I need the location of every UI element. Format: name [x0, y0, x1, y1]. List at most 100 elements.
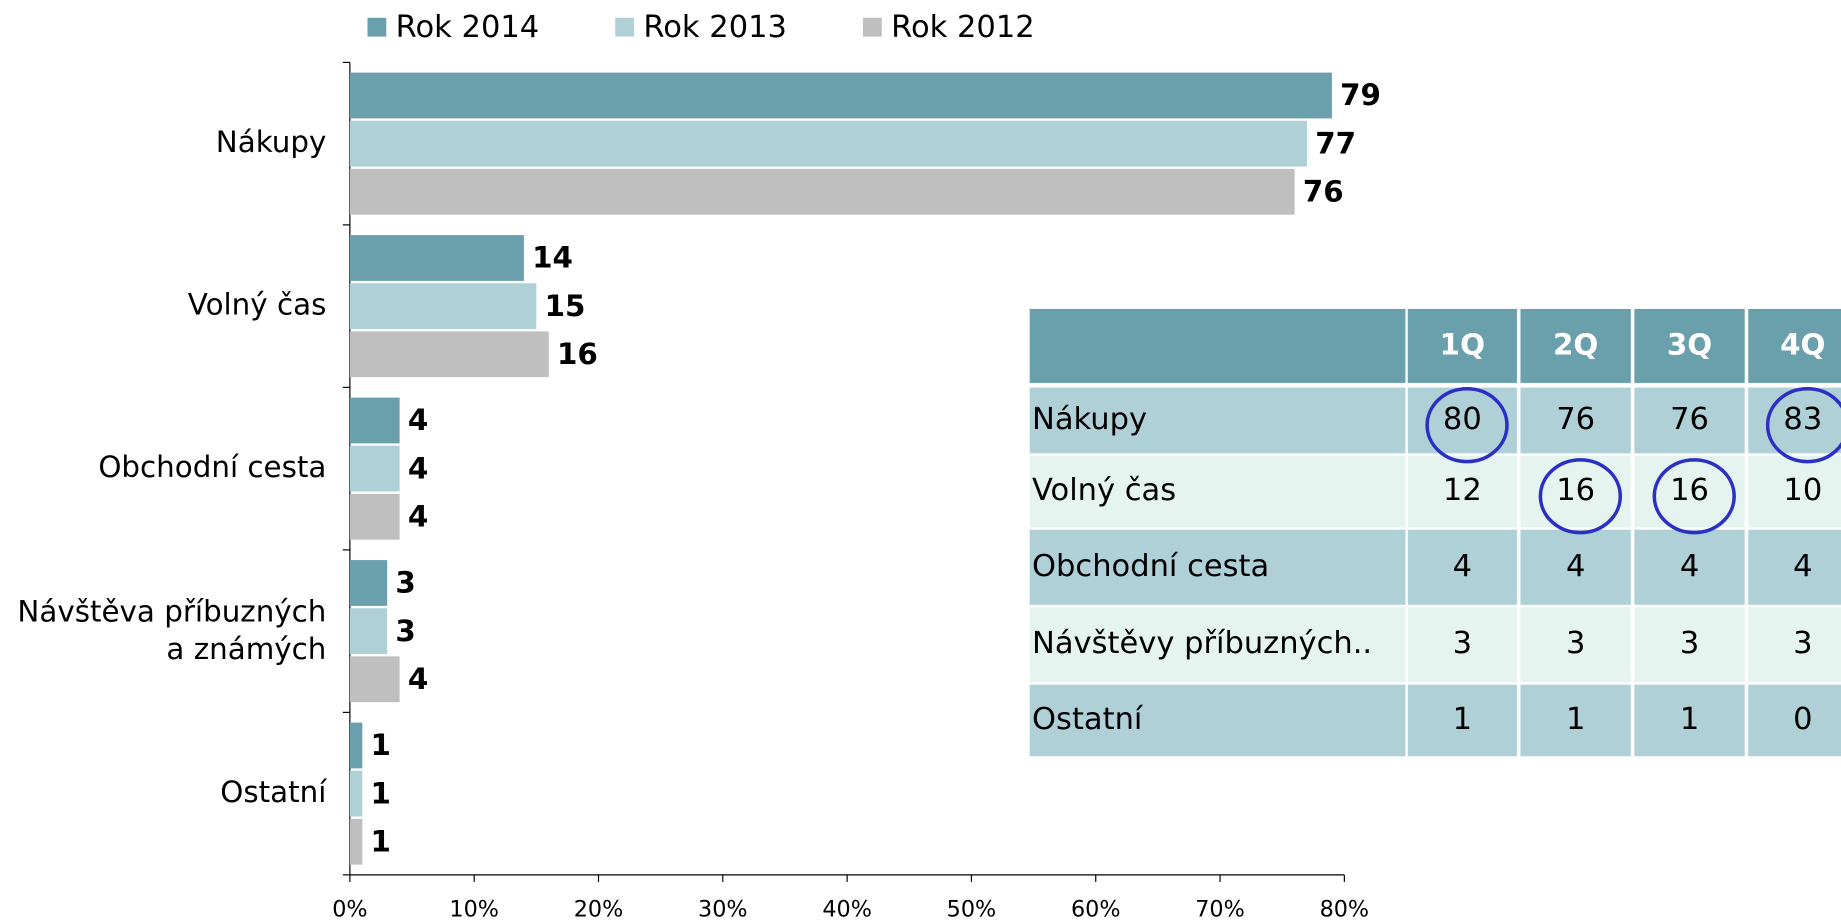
- table-text: Nákupy: [1032, 402, 1147, 437]
- table-cell: [1029, 684, 1406, 757]
- table-text: 76: [1556, 402, 1595, 437]
- bar: [349, 72, 1332, 119]
- x-tick-label: 0%: [332, 897, 367, 922]
- value-label: 16: [557, 337, 598, 371]
- table-header: 4Q: [1780, 327, 1825, 361]
- bar: [349, 818, 363, 865]
- value-label: 4: [408, 451, 428, 485]
- table-text: Obchodní cesta: [1032, 549, 1269, 584]
- category-label: Ostatní: [220, 775, 327, 809]
- bar: [349, 722, 363, 769]
- table-cell: [1748, 387, 1841, 454]
- table-header-cell: [1748, 308, 1841, 383]
- legend-swatch: [862, 17, 882, 37]
- x-tick-label: 70%: [1195, 897, 1245, 922]
- x-tick-label: 10%: [449, 897, 499, 922]
- table-header: 2Q: [1553, 327, 1598, 361]
- category-label: Obchodní cesta: [98, 450, 326, 484]
- value-label: 77: [1315, 126, 1356, 160]
- value-label: 3: [395, 566, 415, 600]
- bar: [349, 560, 388, 606]
- highlight-circle: [1425, 387, 1509, 464]
- bar: [349, 168, 1295, 215]
- table-header-cell: [1407, 308, 1517, 383]
- table-cell: [1520, 529, 1631, 605]
- bar: [349, 331, 549, 378]
- bar: [349, 656, 400, 703]
- table-text: 3: [1453, 626, 1472, 661]
- table-text: 4: [1566, 549, 1585, 584]
- value-label: 1: [371, 776, 391, 810]
- value-label: 4: [408, 403, 428, 437]
- table-text: 0: [1793, 702, 1812, 737]
- category-label: Návštěva příbuzných a známých: [17, 594, 326, 666]
- table-header-cell: [1029, 308, 1406, 383]
- table-text: 16: [1670, 473, 1709, 508]
- bar: [349, 235, 524, 281]
- table-text: 10: [1783, 473, 1822, 508]
- table-text: 1: [1453, 702, 1472, 737]
- value-label: 76: [1303, 174, 1344, 208]
- value-label: 15: [545, 289, 586, 323]
- table-cell: [1748, 607, 1841, 683]
- x-tick-label: 20%: [574, 897, 624, 922]
- table-cell: [1407, 455, 1517, 528]
- table-cell: [1029, 455, 1406, 528]
- x-tick-label: 30%: [698, 897, 748, 922]
- bar: [349, 283, 537, 330]
- table-text: 76: [1670, 402, 1709, 437]
- table-header: 3Q: [1667, 327, 1712, 361]
- legend-label: Rok 2014: [396, 10, 540, 45]
- table-cell: [1029, 607, 1406, 683]
- table-text: Ostatní: [1032, 702, 1144, 737]
- table-cell: [1407, 684, 1517, 757]
- value-label: 1: [371, 824, 391, 858]
- table-cell: [1029, 387, 1406, 454]
- table-text: 3: [1793, 626, 1812, 661]
- value-label: 14: [532, 241, 573, 275]
- table-cell: [1520, 607, 1631, 683]
- table-header-cell: [1520, 308, 1631, 383]
- table-text: 4: [1793, 549, 1812, 584]
- category-label: Nákupy: [216, 125, 327, 159]
- table-text: Volný čas: [1032, 473, 1176, 508]
- table-text: 3: [1680, 626, 1699, 661]
- table-header-cell: [1634, 308, 1745, 383]
- bar: [349, 770, 363, 817]
- table-text: 4: [1453, 549, 1472, 584]
- table-cell: [1634, 387, 1745, 454]
- value-label: 4: [408, 662, 428, 696]
- bar: [349, 120, 1308, 167]
- table-text: Návštěvy příbuzných..: [1032, 626, 1372, 661]
- table-cell: [1407, 607, 1517, 683]
- table-header: 1Q: [1440, 327, 1485, 361]
- table-text: 1: [1566, 702, 1585, 737]
- highlight-circle: [1652, 458, 1736, 535]
- value-label: 1: [371, 728, 391, 762]
- table-cell: [1634, 607, 1745, 683]
- legend-label: Rok 2013: [643, 10, 787, 45]
- highlight-circle: [1765, 387, 1841, 464]
- legend-swatch: [367, 17, 387, 37]
- table-text: 3: [1566, 626, 1585, 661]
- x-tick-label: 50%: [947, 897, 997, 922]
- bar: [349, 493, 400, 540]
- table-text: 80: [1443, 402, 1482, 437]
- value-label: 3: [395, 614, 415, 648]
- table-text: 12: [1443, 473, 1482, 508]
- highlight-circle: [1538, 458, 1623, 535]
- bar: [349, 397, 400, 444]
- table-cell: [1520, 387, 1631, 454]
- table-text: 16: [1556, 473, 1595, 508]
- table-cell: [1748, 529, 1841, 605]
- table-cell: [1407, 529, 1517, 605]
- legend-label: Rok 2012: [891, 10, 1035, 45]
- x-tick-label: 60%: [1071, 897, 1121, 922]
- bar: [349, 608, 388, 655]
- value-label: 4: [408, 499, 428, 533]
- table-cell: [1634, 529, 1745, 605]
- table-text: 4: [1680, 549, 1699, 584]
- table-cell: [1634, 684, 1745, 757]
- table-cell: [1029, 529, 1406, 605]
